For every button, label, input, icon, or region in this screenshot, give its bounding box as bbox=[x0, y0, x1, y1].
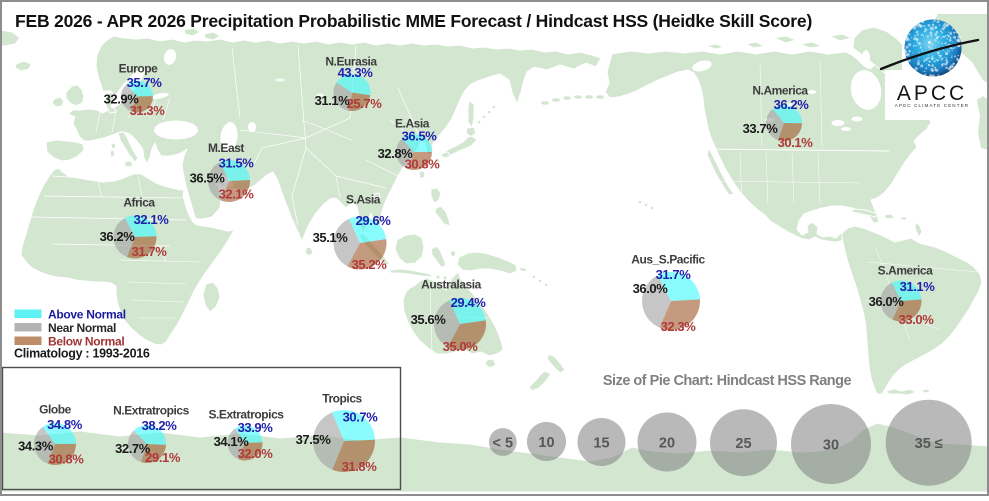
svg-text:N.Extratropics: N.Extratropics bbox=[113, 404, 190, 418]
svg-text:M.East: M.East bbox=[208, 141, 244, 155]
svg-text:Aus_S.Pacific: Aus_S.Pacific bbox=[631, 253, 705, 267]
svg-text:29.4%: 29.4% bbox=[451, 295, 487, 310]
svg-text:E.Asia: E.Asia bbox=[395, 117, 430, 131]
svg-text:36.2%: 36.2% bbox=[774, 97, 810, 112]
svg-text:15: 15 bbox=[593, 436, 609, 452]
svg-text:31.5%: 31.5% bbox=[219, 156, 255, 171]
svg-text:36.0%: 36.0% bbox=[869, 294, 905, 309]
svg-text:S.Asia: S.Asia bbox=[346, 193, 381, 207]
svg-text:29.1%: 29.1% bbox=[145, 450, 181, 465]
svg-text:31.7%: 31.7% bbox=[132, 244, 168, 259]
svg-text:30.8%: 30.8% bbox=[49, 452, 85, 467]
svg-text:30: 30 bbox=[823, 438, 839, 454]
svg-text:31.1%: 31.1% bbox=[900, 279, 936, 294]
svg-text:APEC CLIMATE CENTER: APEC CLIMATE CENTER bbox=[895, 103, 969, 108]
svg-text:36.2%: 36.2% bbox=[100, 229, 136, 244]
svg-text:N.America: N.America bbox=[752, 84, 808, 98]
svg-text:35 ≤: 35 ≤ bbox=[915, 436, 943, 452]
svg-text:34.3%: 34.3% bbox=[18, 439, 54, 454]
svg-text:36.5%: 36.5% bbox=[190, 170, 226, 185]
svg-text:34.1%: 34.1% bbox=[214, 434, 250, 449]
svg-text:36.5%: 36.5% bbox=[402, 129, 438, 144]
svg-text:31.7%: 31.7% bbox=[656, 267, 692, 282]
svg-text:FEB 2026 - APR 2026 Precipitat: FEB 2026 - APR 2026 Precipitation Probab… bbox=[15, 11, 812, 31]
svg-text:32.1%: 32.1% bbox=[219, 187, 255, 202]
svg-text:Australasia: Australasia bbox=[421, 278, 482, 292]
svg-text:32.7%: 32.7% bbox=[115, 441, 151, 456]
svg-text:31.8%: 31.8% bbox=[342, 459, 378, 474]
svg-text:29.6%: 29.6% bbox=[356, 213, 392, 228]
svg-text:Globe: Globe bbox=[39, 403, 72, 417]
svg-text:32.9%: 32.9% bbox=[104, 92, 140, 107]
svg-text:Climatology : 1993-2016: Climatology : 1993-2016 bbox=[14, 347, 150, 361]
svg-text:32.3%: 32.3% bbox=[661, 319, 697, 334]
svg-text:25.7%: 25.7% bbox=[347, 96, 383, 111]
svg-text:20: 20 bbox=[659, 436, 675, 452]
svg-text:35.6%: 35.6% bbox=[411, 312, 447, 327]
svg-text:30.8%: 30.8% bbox=[405, 156, 441, 171]
svg-text:S.America: S.America bbox=[878, 264, 933, 278]
svg-text:36.0%: 36.0% bbox=[633, 281, 669, 296]
svg-text:33.9%: 33.9% bbox=[238, 420, 274, 435]
svg-text:< 5: < 5 bbox=[493, 436, 514, 452]
svg-text:35.7%: 35.7% bbox=[127, 75, 163, 90]
svg-text:43.3%: 43.3% bbox=[338, 65, 374, 80]
svg-text:N.Eurasia: N.Eurasia bbox=[325, 55, 377, 69]
svg-text:Below Normal: Below Normal bbox=[48, 335, 124, 349]
svg-text:Africa: Africa bbox=[123, 196, 155, 210]
svg-text:32.1%: 32.1% bbox=[134, 212, 170, 227]
svg-text:10: 10 bbox=[538, 435, 554, 451]
svg-text:31.1%: 31.1% bbox=[315, 93, 351, 108]
svg-text:30.7%: 30.7% bbox=[343, 410, 379, 425]
svg-text:25: 25 bbox=[735, 436, 751, 452]
svg-text:Near Normal: Near Normal bbox=[48, 321, 116, 335]
svg-text:38.2%: 38.2% bbox=[142, 418, 178, 433]
svg-text:35.0%: 35.0% bbox=[443, 339, 479, 354]
svg-text:32.8%: 32.8% bbox=[378, 146, 414, 161]
svg-text:33.7%: 33.7% bbox=[743, 121, 779, 136]
svg-text:32.0%: 32.0% bbox=[238, 446, 274, 461]
svg-text:34.8%: 34.8% bbox=[47, 417, 83, 432]
svg-text:Tropics: Tropics bbox=[322, 392, 362, 406]
svg-text:33.0%: 33.0% bbox=[899, 312, 935, 327]
svg-text:S.Extratropics: S.Extratropics bbox=[208, 408, 284, 422]
svg-text:35.1%: 35.1% bbox=[313, 230, 349, 245]
svg-text:Above Normal: Above Normal bbox=[48, 308, 126, 322]
svg-text:31.3%: 31.3% bbox=[130, 103, 166, 118]
svg-text:Europe: Europe bbox=[119, 62, 158, 76]
svg-text:30.1%: 30.1% bbox=[778, 135, 814, 150]
svg-text:Size of Pie Chart: Hindcast HS: Size of Pie Chart: Hindcast HSS Range bbox=[603, 373, 852, 389]
svg-text:37.5%: 37.5% bbox=[296, 432, 332, 447]
svg-text:APCC: APCC bbox=[897, 82, 967, 105]
svg-text:35.2%: 35.2% bbox=[352, 257, 388, 272]
